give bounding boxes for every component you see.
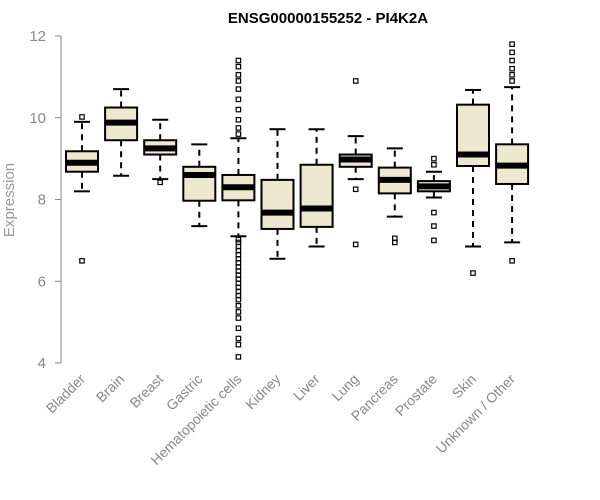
outlier-point [509, 78, 515, 84]
outlier-point [235, 125, 242, 131]
outlier-point [235, 86, 242, 92]
iqr-box [182, 165, 217, 202]
outlier-point [235, 78, 242, 84]
outlier-point [509, 57, 515, 64]
outlier-point [235, 96, 242, 103]
x-tick-label: Liver [290, 371, 323, 404]
box-gastric [182, 143, 217, 228]
outlier-point [431, 209, 437, 216]
x-tick-label: Bladder [43, 371, 89, 417]
outlier-point [509, 41, 515, 47]
x-tick-label: Lung [328, 371, 361, 404]
box-unknown-other [495, 41, 530, 264]
box-hematopoietic-cells [221, 57, 256, 360]
outlier-point [352, 241, 359, 248]
outlier-point [235, 116, 242, 123]
outlier-point [235, 239, 242, 246]
box-bladder [65, 114, 99, 264]
box-prostate [416, 155, 451, 244]
boxes-layer [65, 41, 530, 360]
outlier-point [79, 114, 85, 120]
outlier-point [235, 131, 242, 137]
box-liver [299, 128, 334, 248]
outlier-point [235, 57, 242, 64]
outlier-point [509, 65, 515, 72]
box-kidney [260, 128, 295, 260]
chart-title: ENSG00000155252 - PI4K2A [228, 10, 428, 27]
y-tick-label: 12 [29, 28, 46, 45]
y-tick-label: 10 [29, 110, 46, 127]
box-lung [338, 78, 373, 248]
x-tick-label: Kidney [242, 371, 284, 413]
outlier-point [352, 186, 359, 193]
x-tick-label: Prostate [392, 371, 440, 419]
x-tick-label: Skin [449, 371, 480, 402]
outlier-point [431, 237, 437, 244]
y-tick-label: 8 [38, 192, 46, 209]
x-tick-label: Brain [93, 371, 127, 405]
y-tick-label: 4 [38, 355, 46, 372]
outlier-point [235, 63, 242, 70]
outlier-point [235, 302, 242, 309]
box-brain [104, 88, 139, 177]
outlier-point [235, 354, 242, 360]
outlier-point [431, 161, 437, 168]
outlier-point [235, 341, 242, 348]
outlier-point [157, 179, 164, 186]
outlier-point [235, 72, 242, 78]
outlier-point [235, 335, 242, 342]
outlier-point [352, 78, 359, 84]
outlier-point [509, 72, 515, 78]
outlier-point [392, 235, 398, 242]
box-breast [143, 118, 178, 186]
outlier-point [235, 315, 242, 321]
y-axis-label: Expression [1, 163, 18, 237]
y-axis: 4 6 8 10 12 [29, 28, 62, 372]
outlier-point [79, 258, 85, 264]
x-tick-label: Breast [126, 371, 166, 411]
outlier-point [235, 325, 242, 332]
iqr-box [299, 163, 334, 228]
outlier-point [509, 49, 515, 56]
box-skin [456, 88, 490, 276]
outlier-point [235, 309, 242, 315]
iqr-box [260, 178, 295, 230]
outlier-point [431, 155, 437, 162]
y-tick-label: 6 [38, 273, 46, 290]
outlier-point [470, 270, 476, 276]
outlier-point [235, 106, 242, 113]
outlier-point [509, 258, 515, 264]
outlier-point [431, 223, 437, 229]
box-pancreas [377, 147, 412, 246]
outlier-point [235, 236, 242, 243]
